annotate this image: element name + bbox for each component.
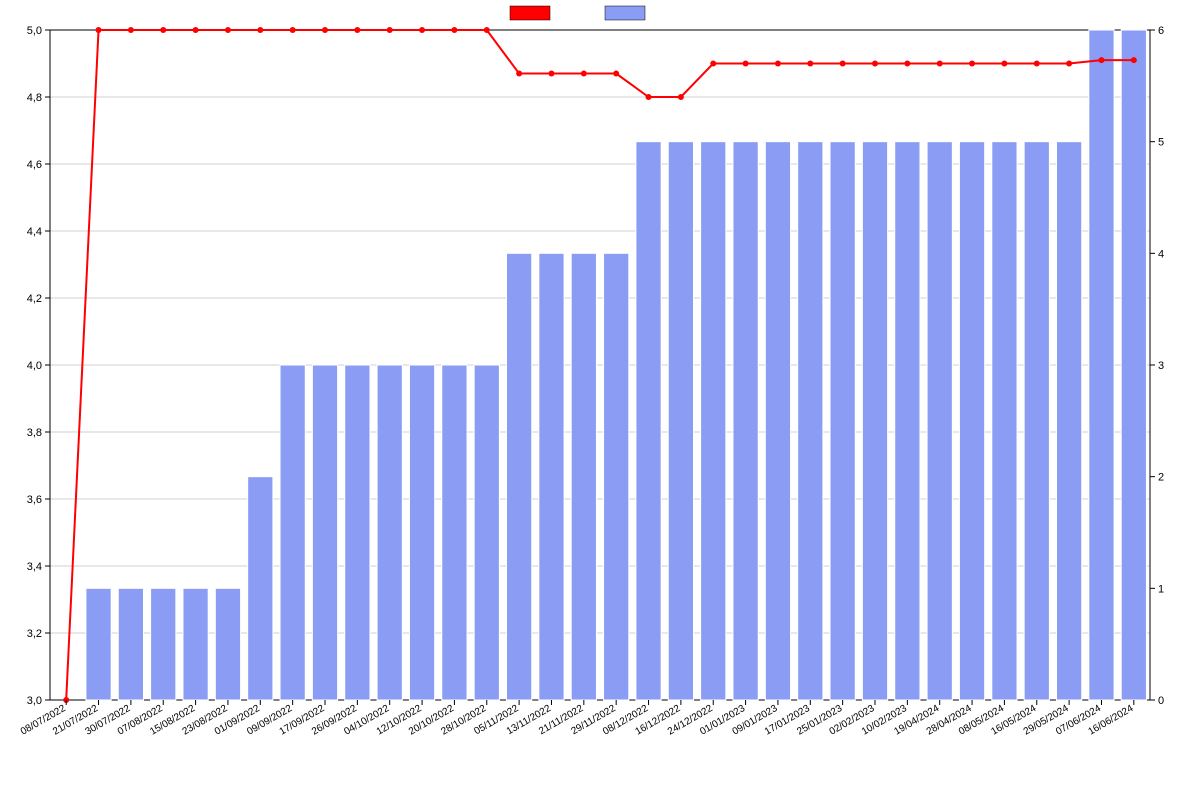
chart-container: 3,0 3,2 3,4 3,6 3,8 4,0 4,2 4,4 4,6 4,8 5,0 0 1 2 3 4 5 6…: [0, 0, 1200, 800]
bar: [1024, 142, 1049, 700]
bar: [895, 142, 920, 700]
y-right-tick-label: 0: [1158, 695, 1164, 707]
line-marker: [354, 27, 360, 33]
bar: [377, 365, 402, 700]
bar: [474, 365, 499, 700]
bar: [701, 142, 726, 700]
y-left-tick-label: 3,0: [27, 695, 42, 707]
y-right-tick-label: 1: [1158, 583, 1164, 595]
line-marker: [1034, 61, 1040, 67]
line-marker: [710, 61, 716, 67]
bar: [507, 253, 532, 700]
line-marker: [1131, 57, 1137, 63]
bar: [86, 588, 111, 700]
y-left-tick-label: 5,0: [27, 25, 42, 37]
y-right-tick-label: 6: [1158, 25, 1164, 37]
line-marker: [548, 71, 554, 77]
line-marker: [322, 27, 328, 33]
bar: [604, 253, 629, 700]
bar: [571, 253, 596, 700]
line-marker: [225, 27, 231, 33]
y-left-tick-label: 4,8: [27, 92, 42, 104]
line-marker: [96, 27, 102, 33]
line-marker: [419, 27, 425, 33]
bar: [765, 142, 790, 700]
line-marker: [128, 27, 134, 33]
line-marker: [678, 94, 684, 100]
bar: [215, 588, 240, 700]
bar: [151, 588, 176, 700]
line-marker: [581, 71, 587, 77]
bar: [183, 588, 208, 700]
y-right-tick-label: 4: [1158, 248, 1164, 260]
line-marker: [937, 61, 943, 67]
bar: [1121, 30, 1146, 700]
line-marker: [872, 61, 878, 67]
line-marker: [904, 61, 910, 67]
line-marker: [743, 61, 749, 67]
line-marker: [516, 71, 522, 77]
bar: [830, 142, 855, 700]
line-marker: [969, 61, 975, 67]
bar: [539, 253, 564, 700]
line-marker: [613, 71, 619, 77]
y-left-tick-label: 4,2: [27, 293, 42, 305]
bar: [927, 142, 952, 700]
line-marker: [775, 61, 781, 67]
line-marker: [290, 27, 296, 33]
line-marker: [646, 94, 652, 100]
line-marker: [1001, 61, 1007, 67]
bar: [798, 142, 823, 700]
y-left-tick-label: 4,6: [27, 159, 42, 171]
legend-swatch-bar: [605, 6, 645, 20]
bar: [248, 477, 273, 700]
bar: [409, 365, 434, 700]
bar: [959, 142, 984, 700]
y-left-tick-label: 3,4: [27, 561, 42, 573]
legend-swatch-line: [510, 6, 550, 20]
line-marker: [1066, 61, 1072, 67]
bar: [442, 365, 467, 700]
y-left-tick-label: 3,6: [27, 494, 42, 506]
line-marker: [160, 27, 166, 33]
line-marker: [1098, 57, 1104, 63]
bar: [636, 142, 661, 700]
y-left-tick-label: 4,0: [27, 360, 42, 372]
bar: [862, 142, 887, 700]
combo-chart-svg: 3,0 3,2 3,4 3,6 3,8 4,0 4,2 4,4 4,6 4,8 5,0 0 1 2 3 4 5 6…: [0, 0, 1200, 800]
line-marker: [807, 61, 813, 67]
line-marker: [484, 27, 490, 33]
y-left-tick-label: 4,4: [27, 226, 42, 238]
bar: [280, 365, 305, 700]
y-right-tick-label: 5: [1158, 137, 1164, 149]
line-marker: [387, 27, 393, 33]
y-left-tick-label: 3,8: [27, 427, 42, 439]
line-marker: [451, 27, 457, 33]
bar: [312, 365, 337, 700]
y-right-tick-label: 2: [1158, 472, 1164, 484]
bar: [345, 365, 370, 700]
bar: [118, 588, 143, 700]
line-marker: [257, 27, 263, 33]
y-right-tick-label: 3: [1158, 360, 1164, 372]
bar: [1057, 142, 1082, 700]
line-marker: [193, 27, 199, 33]
y-left-tick-label: 3,2: [27, 628, 42, 640]
line-marker: [840, 61, 846, 67]
bar: [668, 142, 693, 700]
bar: [1089, 30, 1114, 700]
bar: [992, 142, 1017, 700]
bar: [733, 142, 758, 700]
